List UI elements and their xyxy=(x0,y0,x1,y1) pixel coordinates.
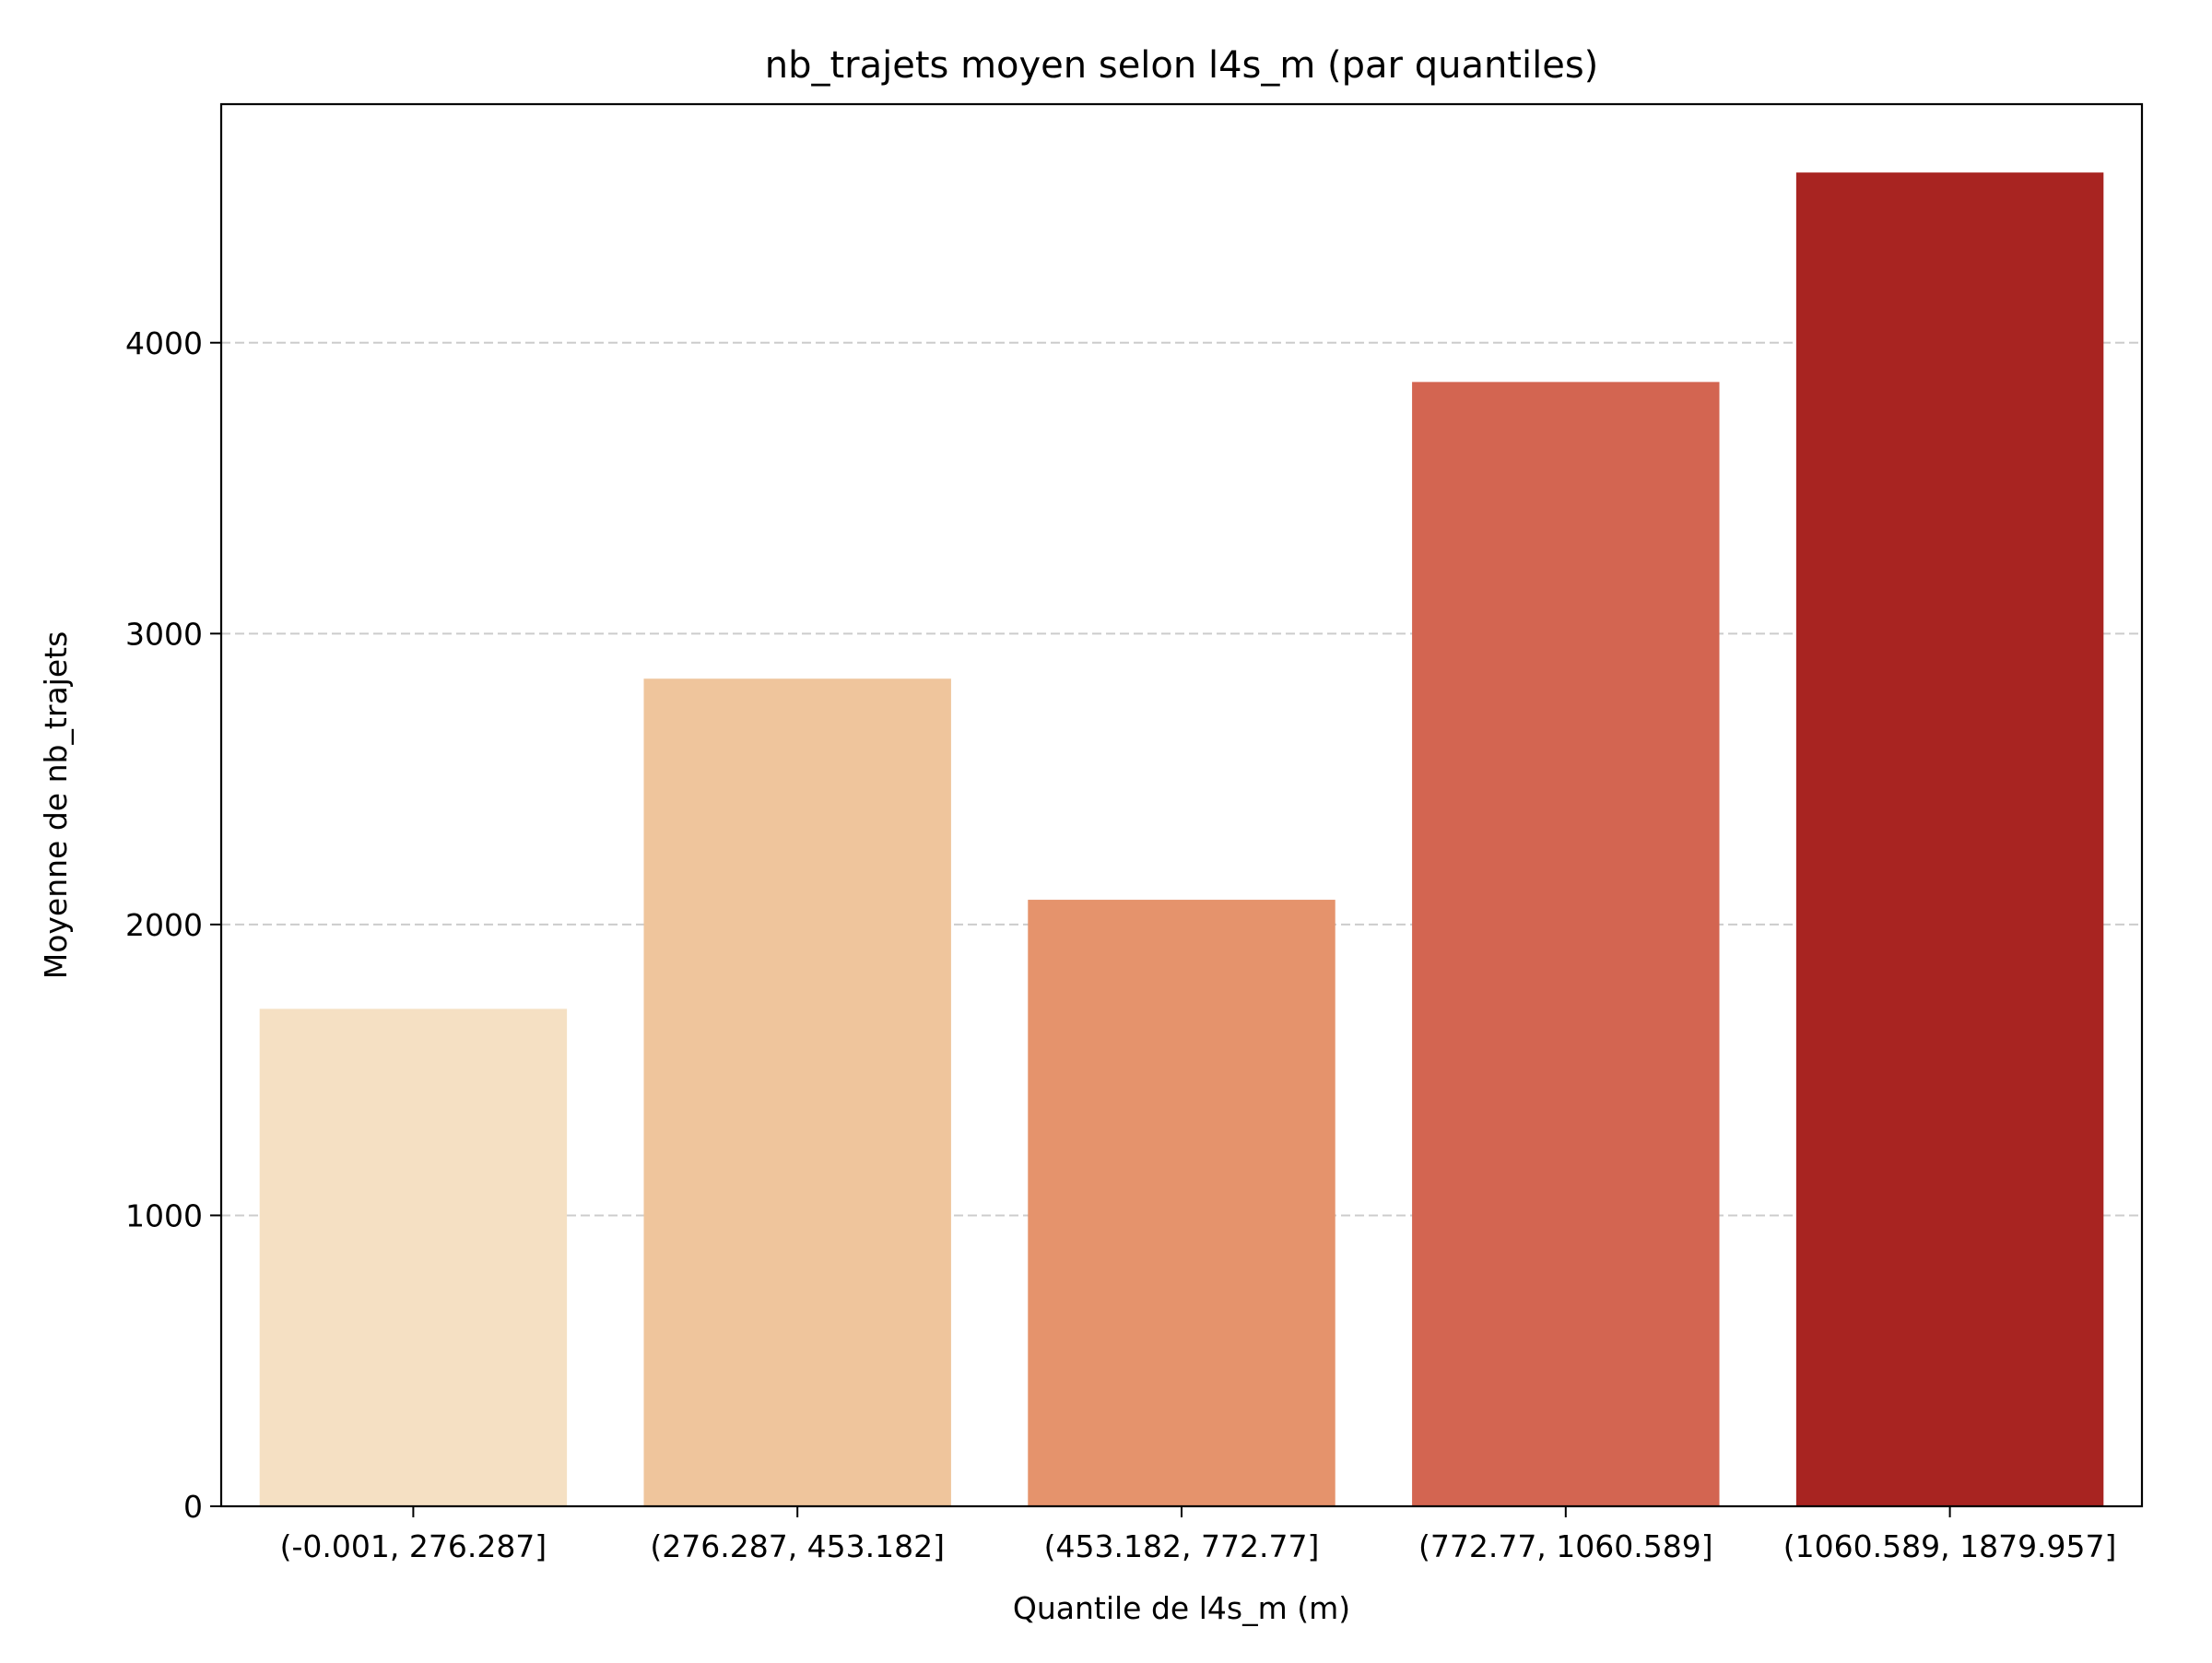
x-tick-label: (-0.001, 276.287] xyxy=(280,1528,547,1564)
y-tick-label: 3000 xyxy=(125,616,203,652)
bar xyxy=(1412,382,1720,1506)
chart-title: nb_trajets moyen selon l4s_m (par quanti… xyxy=(765,44,1599,87)
x-axis-label: Quantile de l4s_m (m) xyxy=(1013,1590,1350,1626)
x-tick-label: (772.77, 1060.589] xyxy=(1418,1528,1713,1564)
bar xyxy=(259,1008,568,1506)
x-tick-label: (276.287, 453.182] xyxy=(650,1528,945,1564)
x-tick-label: (453.182, 772.77] xyxy=(1044,1528,1320,1564)
y-axis-ticks: 0 1000 2000 3000 4000 xyxy=(125,325,221,1525)
y-tick-label: 1000 xyxy=(125,1197,203,1233)
bar xyxy=(643,678,951,1506)
bar xyxy=(1028,900,1335,1506)
x-axis-ticks: (-0.001, 276.287] (276.287, 453.182] (453.… xyxy=(280,1506,2117,1564)
bar xyxy=(1795,172,2104,1507)
x-tick-label: (1060.589, 1879.957] xyxy=(1783,1528,2117,1564)
y-tick-label: 2000 xyxy=(125,907,203,943)
y-axis-label: Moyenne de nb_trajets xyxy=(38,631,74,980)
y-tick-label: 0 xyxy=(183,1489,203,1525)
y-tick-label: 4000 xyxy=(125,325,203,361)
bars xyxy=(259,172,2104,1507)
